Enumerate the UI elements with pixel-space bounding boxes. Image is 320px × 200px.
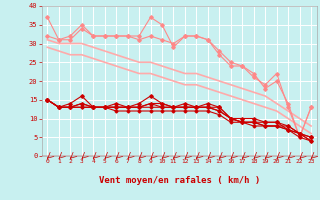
X-axis label: Vent moyen/en rafales ( km/h ): Vent moyen/en rafales ( km/h ) [99, 176, 260, 185]
